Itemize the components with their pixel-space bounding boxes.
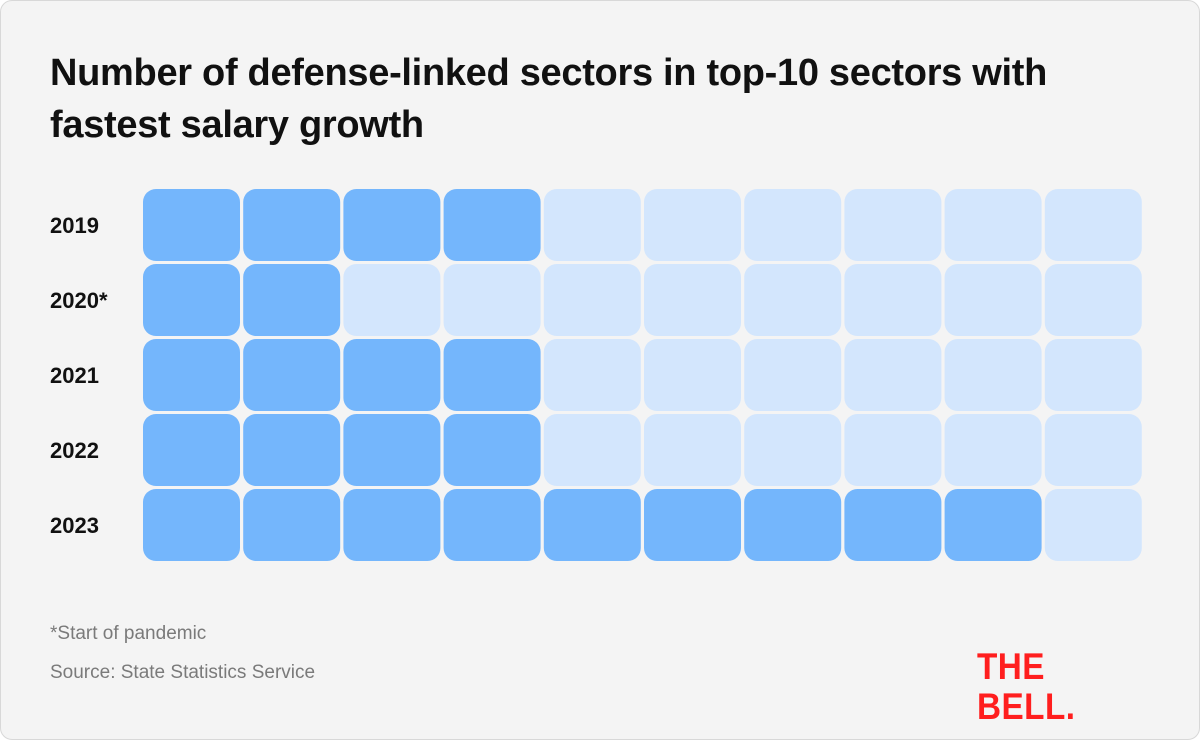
waffle-cell-empty <box>744 264 842 336</box>
waffle-cell-filled <box>143 264 240 336</box>
waffle-cell-empty <box>1044 264 1142 336</box>
waffle-cell-filled <box>243 189 341 261</box>
waffle-cell-empty <box>644 414 741 486</box>
waffle-cell-empty <box>343 264 441 336</box>
waffle-cell-filled <box>343 339 441 411</box>
year-label: 2022 <box>50 438 99 463</box>
waffle-cell-filled <box>443 489 541 561</box>
chart-title: Number of defense-linked sectors in top-… <box>50 52 1048 146</box>
waffle-cell-empty <box>543 264 641 336</box>
waffle-cell-filled <box>143 339 240 411</box>
waffle-cell-empty <box>744 189 842 261</box>
waffle-cell-filled <box>343 414 441 486</box>
waffle-cell-filled <box>844 489 942 561</box>
waffle-cell-filled <box>243 339 341 411</box>
waffle-cell-empty <box>443 264 541 336</box>
year-label: 2019 <box>50 213 99 238</box>
waffle-cell-filled <box>343 489 441 561</box>
waffle-cell-empty <box>844 189 942 261</box>
waffle-cell-empty <box>543 339 641 411</box>
waffle-cell-filled <box>143 489 240 561</box>
waffle-cell-filled <box>644 489 741 561</box>
waffle-cell-empty <box>1044 339 1142 411</box>
year-label: 2021 <box>50 363 99 388</box>
waffle-cell-empty <box>744 414 842 486</box>
waffle-cell-empty <box>1044 489 1142 561</box>
waffle-cell-empty <box>844 264 942 336</box>
waffle-cell-filled <box>443 414 541 486</box>
waffle-cell-empty <box>644 339 741 411</box>
waffle-cell-empty <box>644 264 741 336</box>
waffle-cell-empty <box>944 414 1042 486</box>
year-label: 2023 <box>50 513 99 538</box>
waffle-cell-empty <box>1044 189 1142 261</box>
waffle-cell-filled <box>243 264 341 336</box>
waffle-cell-filled <box>744 489 842 561</box>
waffle-cell-empty <box>543 189 641 261</box>
footnote: *Start of pandemic <box>50 623 207 644</box>
waffle-cell-filled <box>443 189 541 261</box>
waffle-cell-empty <box>644 189 741 261</box>
waffle-cell-filled <box>944 489 1042 561</box>
waffle-cell-filled <box>243 489 341 561</box>
source-note: Source: State Statistics Service <box>50 662 316 683</box>
waffle-cell-empty <box>844 414 942 486</box>
waffle-cell-empty <box>744 339 842 411</box>
waffle-cell-filled <box>143 414 240 486</box>
waffle-cell-empty <box>543 414 641 486</box>
year-label: 2020* <box>50 288 108 313</box>
waffle-cell-filled <box>343 189 441 261</box>
the-bell-logo: THE BELL. <box>977 646 1076 727</box>
waffle-cell-empty <box>944 264 1042 336</box>
waffle-cell-filled <box>543 489 641 561</box>
waffle-cell-filled <box>143 189 240 261</box>
waffle-cell-empty <box>1044 414 1142 486</box>
waffle-cell-empty <box>944 339 1042 411</box>
waffle-cell-empty <box>844 339 942 411</box>
waffle-cell-empty <box>944 189 1042 261</box>
waffle-cell-filled <box>243 414 341 486</box>
waffle-cell-filled <box>443 339 541 411</box>
